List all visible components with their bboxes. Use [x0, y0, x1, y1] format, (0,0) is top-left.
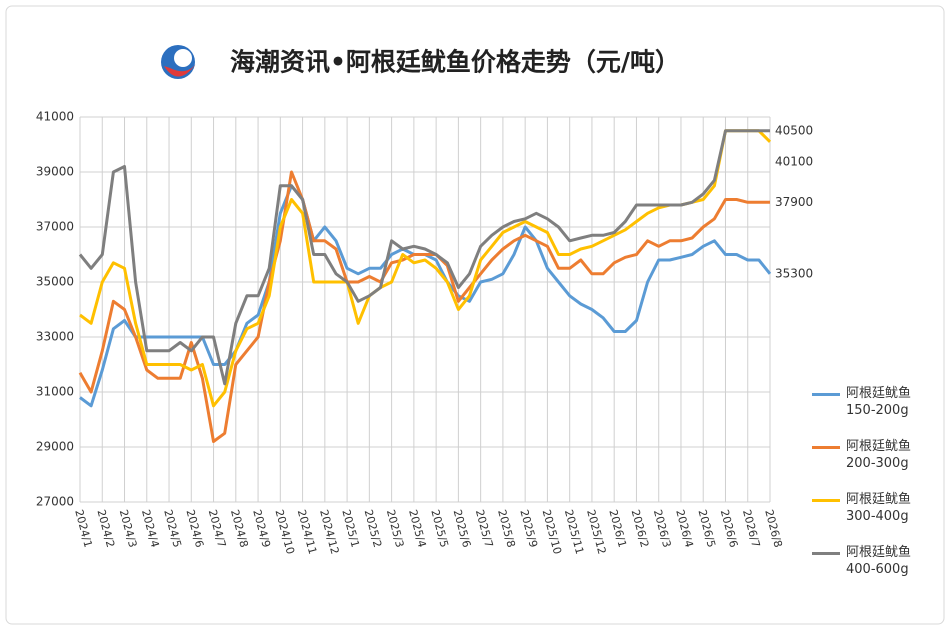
- y-tick-label: 39000: [36, 165, 74, 179]
- x-tick-label: 2025/4: [406, 508, 429, 549]
- y-tick-label: 31000: [36, 385, 74, 399]
- x-tick-label: 2024/9: [250, 508, 273, 549]
- x-tick-label: 2024/8: [228, 508, 251, 549]
- x-tick-label: 2024/11: [295, 508, 319, 556]
- series-line: [79, 184, 772, 408]
- x-tick-label: 2025/6: [451, 508, 474, 549]
- legend-item: 阿根廷鱿鱼 300-400g: [812, 491, 912, 525]
- x-tick-label: 2026/7: [740, 508, 763, 549]
- end-value-label: 40100: [775, 154, 813, 168]
- x-tick-label: 2025/11: [562, 508, 586, 556]
- x-tick-label: 2024/10: [273, 508, 297, 556]
- x-tick-label: 2025/3: [384, 508, 407, 549]
- x-tick-label: 2026/5: [695, 508, 718, 549]
- x-tick-label: 2025/8: [495, 508, 518, 549]
- x-tick-label: 2024/3: [117, 508, 140, 549]
- y-tick-label: 29000: [36, 440, 74, 454]
- x-tick-label: 2025/7: [473, 508, 496, 549]
- frame: [5, 5, 945, 625]
- series-line: [78, 129, 770, 386]
- x-tick-label: 2024/5: [161, 508, 184, 549]
- chart-title: 海潮资讯•阿根廷鱿鱼价格走势（元/吨）: [230, 48, 680, 77]
- legend-label: 阿根廷鱿鱼 300-400g: [846, 492, 912, 524]
- logo: [161, 45, 196, 79]
- x-tick-label: 2024/6: [183, 508, 206, 549]
- y-tick-label: 33000: [36, 330, 74, 344]
- x-tick-label: 2026/3: [651, 508, 674, 549]
- legend-swatch: [812, 499, 840, 502]
- x-tick-label: 2025/2: [362, 508, 385, 549]
- x-tick-label: 2024/2: [94, 508, 117, 549]
- x-tick-label: 2026/4: [673, 508, 696, 549]
- x-tick-label: 2024/1: [72, 508, 95, 549]
- x-tick-label: 2025/10: [540, 508, 564, 556]
- legend-label: 阿根廷鱿鱼 150-200g: [846, 386, 912, 418]
- x-tick-label: 2025/9: [517, 508, 540, 549]
- y-tick-label: 27000: [36, 495, 74, 509]
- legend-swatch: [812, 552, 840, 555]
- x-tick-label: 2026/6: [718, 508, 741, 549]
- legend-swatch: [812, 446, 840, 449]
- x-tick-label: 2026/2: [629, 508, 652, 549]
- y-tick-label: 41000: [36, 110, 74, 124]
- legend-item: 阿根廷鱿鱼 200-300g: [812, 438, 912, 472]
- x-tick-label: 2025/1: [339, 508, 362, 549]
- x-tick-label: 2024/7: [206, 508, 229, 549]
- legend-label: 阿根廷鱿鱼 400-600g: [846, 545, 912, 577]
- legend-item: 阿根廷鱿鱼 150-200g: [812, 385, 912, 419]
- y-tick-label: 35000: [36, 275, 74, 289]
- x-tick-label: 2026/8: [762, 508, 785, 549]
- series-line: [79, 129, 772, 408]
- end-value-label: 40500: [775, 123, 813, 137]
- y-tick-label: 37000: [36, 220, 74, 234]
- legend-swatch: [812, 393, 840, 396]
- x-tick-label: 2025/5: [428, 508, 451, 549]
- x-tick-label: 2025/12: [584, 508, 608, 556]
- legend-item: 阿根廷鱿鱼 400-600g: [812, 544, 912, 578]
- series-line: [78, 170, 770, 443]
- end-value-label: 37900: [775, 195, 813, 209]
- legend-label: 阿根廷鱿鱼 200-300g: [846, 439, 912, 471]
- x-tick-label: 2024/12: [317, 508, 341, 556]
- end-value-label: 35300: [775, 266, 813, 280]
- x-tick-label: 2026/1: [606, 508, 629, 549]
- x-tick-label: 2024/4: [139, 508, 162, 549]
